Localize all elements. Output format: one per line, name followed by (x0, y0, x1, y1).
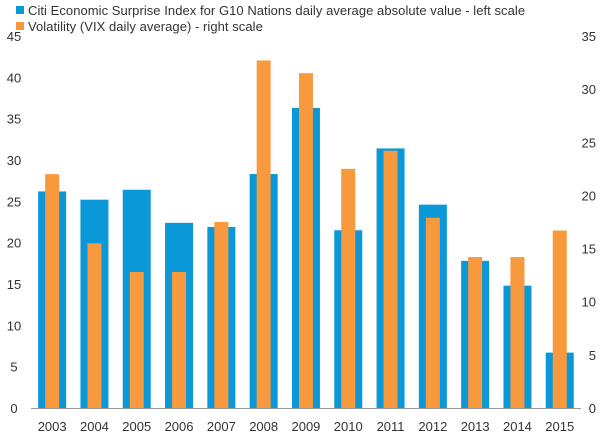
bar-volatility-2014 (510, 257, 525, 408)
bar-volatility-2013 (468, 257, 483, 408)
x-tick-label-2008: 2008 (249, 419, 278, 434)
bar-volatility-2004 (87, 243, 102, 408)
bar-volatility-2007 (214, 222, 229, 408)
legend-label-surprise-index: Citi Economic Surprise Index for G10 Nat… (28, 2, 526, 18)
legend-item-volatility: Volatility (VIX daily average) - right s… (16, 18, 525, 34)
bar-volatility-2012 (425, 217, 440, 408)
left-tick-label-30: 30 (7, 153, 21, 168)
bar-volatility-2010 (341, 168, 356, 408)
legend: Citi Economic Surprise Index for G10 Nat… (16, 2, 525, 34)
x-tick-label-2015: 2015 (545, 419, 574, 434)
legend-item-surprise-index: Citi Economic Surprise Index for G10 Nat… (16, 2, 525, 18)
x-tick-label-2012: 2012 (418, 419, 447, 434)
x-tick-label-2003: 2003 (38, 419, 67, 434)
x-tick-label-2013: 2013 (461, 419, 490, 434)
bar-volatility-2015 (552, 230, 567, 408)
x-tick-label-2006: 2006 (165, 419, 194, 434)
bar-volatility-2008 (256, 60, 271, 409)
legend-swatch-volatility (16, 22, 24, 30)
x-tick-label-2009: 2009 (291, 419, 320, 434)
right-tick-label-20: 20 (582, 188, 596, 203)
right-tick-label-25: 25 (582, 135, 596, 150)
x-tick-label-2007: 2007 (207, 419, 236, 434)
x-tick-label-2010: 2010 (334, 419, 363, 434)
left-tick-label-20: 20 (7, 236, 21, 251)
right-tick-label-0: 0 (589, 401, 596, 416)
left-tick-label-5: 5 (10, 360, 17, 375)
left-tick-label-15: 15 (7, 277, 21, 292)
x-tick-label-2004: 2004 (80, 419, 109, 434)
x-tick-label-2014: 2014 (503, 419, 532, 434)
legend-swatch-surprise-index (16, 6, 24, 14)
left-tick-label-10: 10 (7, 318, 21, 333)
x-tick-label-2005: 2005 (122, 419, 151, 434)
right-tick-label-30: 30 (582, 82, 596, 97)
left-tick-label-40: 40 (7, 70, 21, 85)
bar-volatility-2009 (298, 73, 313, 408)
legend-label-volatility: Volatility (VIX daily average) - right s… (28, 18, 263, 34)
left-tick-label-45: 45 (7, 29, 21, 44)
bar-volatility-2011 (383, 150, 398, 408)
right-tick-label-10: 10 (582, 295, 596, 310)
left-tick-label-35: 35 (7, 112, 21, 127)
right-tick-label-5: 5 (589, 348, 596, 363)
bar-volatility-2005 (129, 271, 144, 408)
bar-volatility-2006 (172, 271, 187, 408)
left-tick-label-25: 25 (7, 194, 21, 209)
right-tick-label-15: 15 (582, 242, 596, 257)
right-tick-label-35: 35 (582, 29, 596, 44)
left-tick-label-0: 0 (10, 401, 17, 416)
x-tick-label-2011: 2011 (377, 419, 405, 434)
bar-volatility-2003 (45, 174, 60, 408)
